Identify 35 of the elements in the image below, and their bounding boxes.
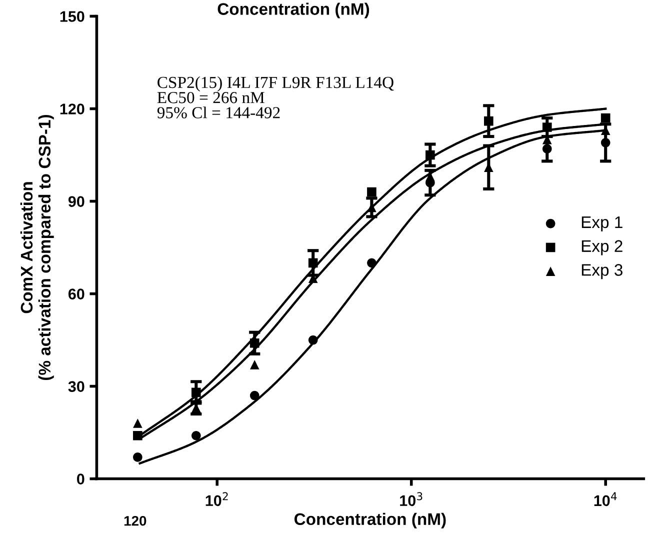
point <box>367 258 376 268</box>
point <box>133 418 142 428</box>
point <box>600 113 610 123</box>
point <box>308 258 318 268</box>
annotation: CSP2(15) I4L I7F L9R F13L L14Q EC50 = 266 nM 95% Cl = 144-492 <box>157 76 394 118</box>
y-tick-label: 0 <box>77 474 84 484</box>
point <box>133 430 142 440</box>
x-tick-label: 10$^{2}$ <box>206 492 228 506</box>
y-tick-label: 60 <box>68 288 84 300</box>
y-tick-label: 120 <box>60 104 84 114</box>
point <box>542 122 552 132</box>
legend-label: Exp 1 <box>582 216 622 232</box>
point <box>367 187 376 197</box>
legend-label: Exp 3 <box>582 264 622 280</box>
annotation: Concentration (nM) <box>218 2 370 18</box>
text: 120 <box>124 516 146 526</box>
x-tick-label: 10$^{3}$ <box>400 492 422 506</box>
point <box>484 116 494 126</box>
x-axis-title: Concentration (nM) <box>294 512 446 528</box>
x-tick-label: 10$^{4}$ <box>594 492 617 506</box>
y-axis-title: ComX Activation (% activation compared to CSP-1) <box>20 114 54 380</box>
point <box>308 335 318 345</box>
point <box>191 430 201 440</box>
point <box>250 390 260 400</box>
point <box>600 138 610 148</box>
point <box>191 388 201 398</box>
y-tick-label: 150 <box>60 11 84 22</box>
point <box>426 150 435 160</box>
point <box>542 144 552 154</box>
y-tick-label: 30 <box>68 381 84 392</box>
point <box>250 360 260 370</box>
point <box>133 452 142 462</box>
y-tick-label: 90 <box>68 196 84 207</box>
legend-label: Exp 2 <box>582 240 622 256</box>
point <box>250 338 260 348</box>
